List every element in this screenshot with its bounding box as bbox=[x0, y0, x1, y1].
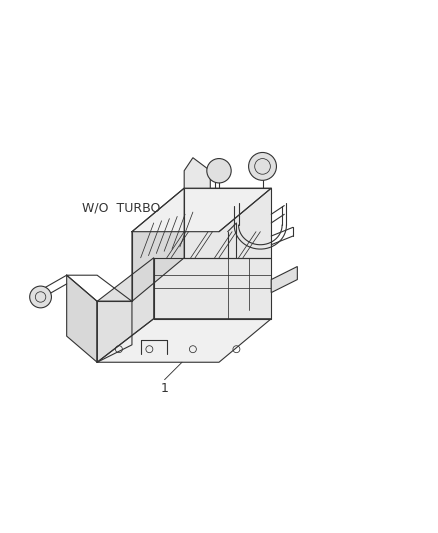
Polygon shape bbox=[154, 258, 271, 319]
Polygon shape bbox=[97, 319, 271, 362]
Polygon shape bbox=[97, 258, 154, 362]
Circle shape bbox=[249, 152, 276, 180]
Polygon shape bbox=[67, 275, 97, 362]
Text: 1: 1 bbox=[161, 382, 169, 395]
Polygon shape bbox=[132, 188, 271, 232]
Polygon shape bbox=[184, 188, 271, 258]
Polygon shape bbox=[132, 188, 184, 301]
Circle shape bbox=[30, 286, 51, 308]
Polygon shape bbox=[184, 158, 210, 188]
Circle shape bbox=[207, 158, 231, 183]
Polygon shape bbox=[271, 266, 297, 293]
Text: W/O  TURBO: W/O TURBO bbox=[82, 201, 160, 214]
